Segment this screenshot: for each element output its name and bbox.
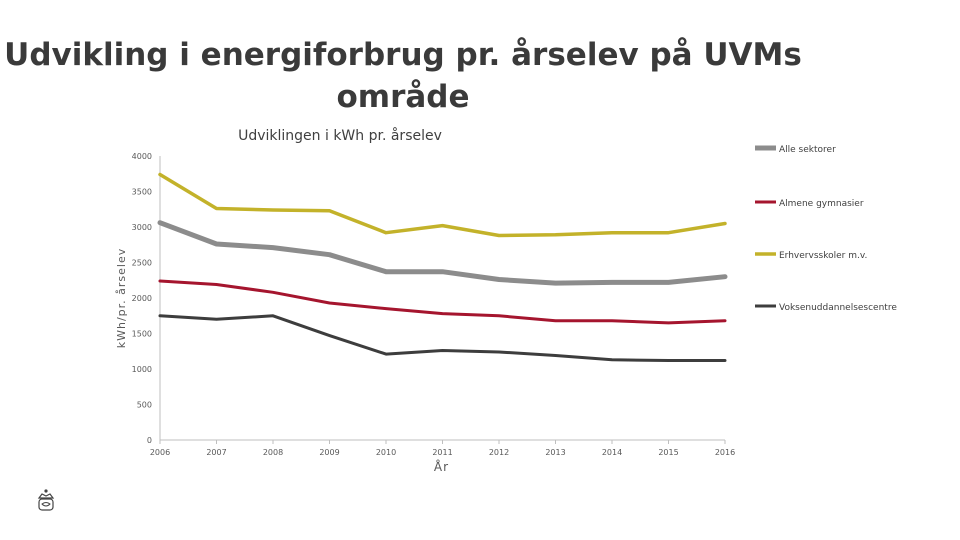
y-tick-label: 2000 [132,294,152,303]
y-tick-label: 3000 [132,223,152,232]
data-point [611,232,613,234]
legend-label-4: Voksenuddannelsescentre [779,303,897,313]
data-point [611,320,613,322]
data-point [272,315,274,317]
x-tick-label: 2009 [319,448,339,457]
slide-title-line2: område [336,79,470,115]
data-point [441,224,444,227]
y-tick-label: 1000 [132,365,152,374]
x-tick-label: 2008 [263,448,283,457]
x-tick-label: 2016 [715,448,735,457]
y-tick-label: 3500 [132,188,152,197]
y-tick-label: 500 [137,401,152,410]
x-tick-label: 2012 [489,448,509,457]
data-point [498,315,500,317]
x-tick-label: 2014 [602,448,622,457]
y-axis-label: kWh/pr. årselev [115,248,128,349]
data-point [215,207,218,210]
data-point [272,291,274,293]
data-point [385,353,387,355]
data-point [667,281,670,283]
legend-label-1: Alle sektorer [779,145,836,155]
data-point [328,302,331,304]
crown-logo-icon [37,489,55,511]
data-point [215,243,218,245]
data-point [215,283,218,286]
data-point [554,282,557,284]
slide-title-line1: Udvikling i energiforbrug pr. årselev på… [4,37,802,73]
data-point [611,281,613,283]
data-point [385,271,387,273]
data-point [159,315,161,317]
data-point [724,320,726,322]
y-tick-label: 1500 [132,330,152,339]
data-point [215,318,218,320]
y-tick-label: 2500 [132,259,152,268]
data-point [159,173,161,176]
legend-label-2: Almene gymnasier [779,199,864,209]
data-point [724,359,726,362]
data-point [498,234,500,237]
data-point [441,271,444,273]
x-tick-label: 2007 [206,448,226,457]
data-point [328,335,331,337]
data-point [498,351,500,353]
data-point [724,276,726,278]
data-point [385,232,387,234]
data-point [611,359,613,361]
y-tick-label: 4000 [132,152,152,161]
x-tick-label: 2010 [376,448,396,457]
data-point [328,254,331,256]
y-tick-label: 0 [147,436,152,445]
legend-label-3: Erhvervsskoler m.v. [779,251,867,261]
data-point [441,349,444,352]
data-point [724,222,726,225]
data-point [554,320,557,322]
data-point [667,232,670,234]
data-point [498,278,500,281]
x-tick-label: 2013 [545,448,565,457]
data-point [667,322,670,324]
x-tick-label: 2011 [432,448,452,457]
data-point [159,280,161,282]
x-tick-label: 2006 [150,448,170,457]
data-point [159,222,161,224]
series-line-3 [158,172,727,238]
chart-title: Udviklingen i kWh pr. årselev [238,128,442,144]
data-point [554,354,557,357]
data-point [272,209,274,211]
data-point [272,246,274,249]
data-point [441,313,444,315]
data-point [554,234,557,236]
slide-title: Udvikling i energiforbrug pr. årselev på… [0,34,806,118]
data-point [385,308,387,310]
x-tick-label: 2015 [658,448,678,457]
x-axis-label: År [434,459,449,474]
data-point [328,210,331,212]
data-point [667,359,670,362]
